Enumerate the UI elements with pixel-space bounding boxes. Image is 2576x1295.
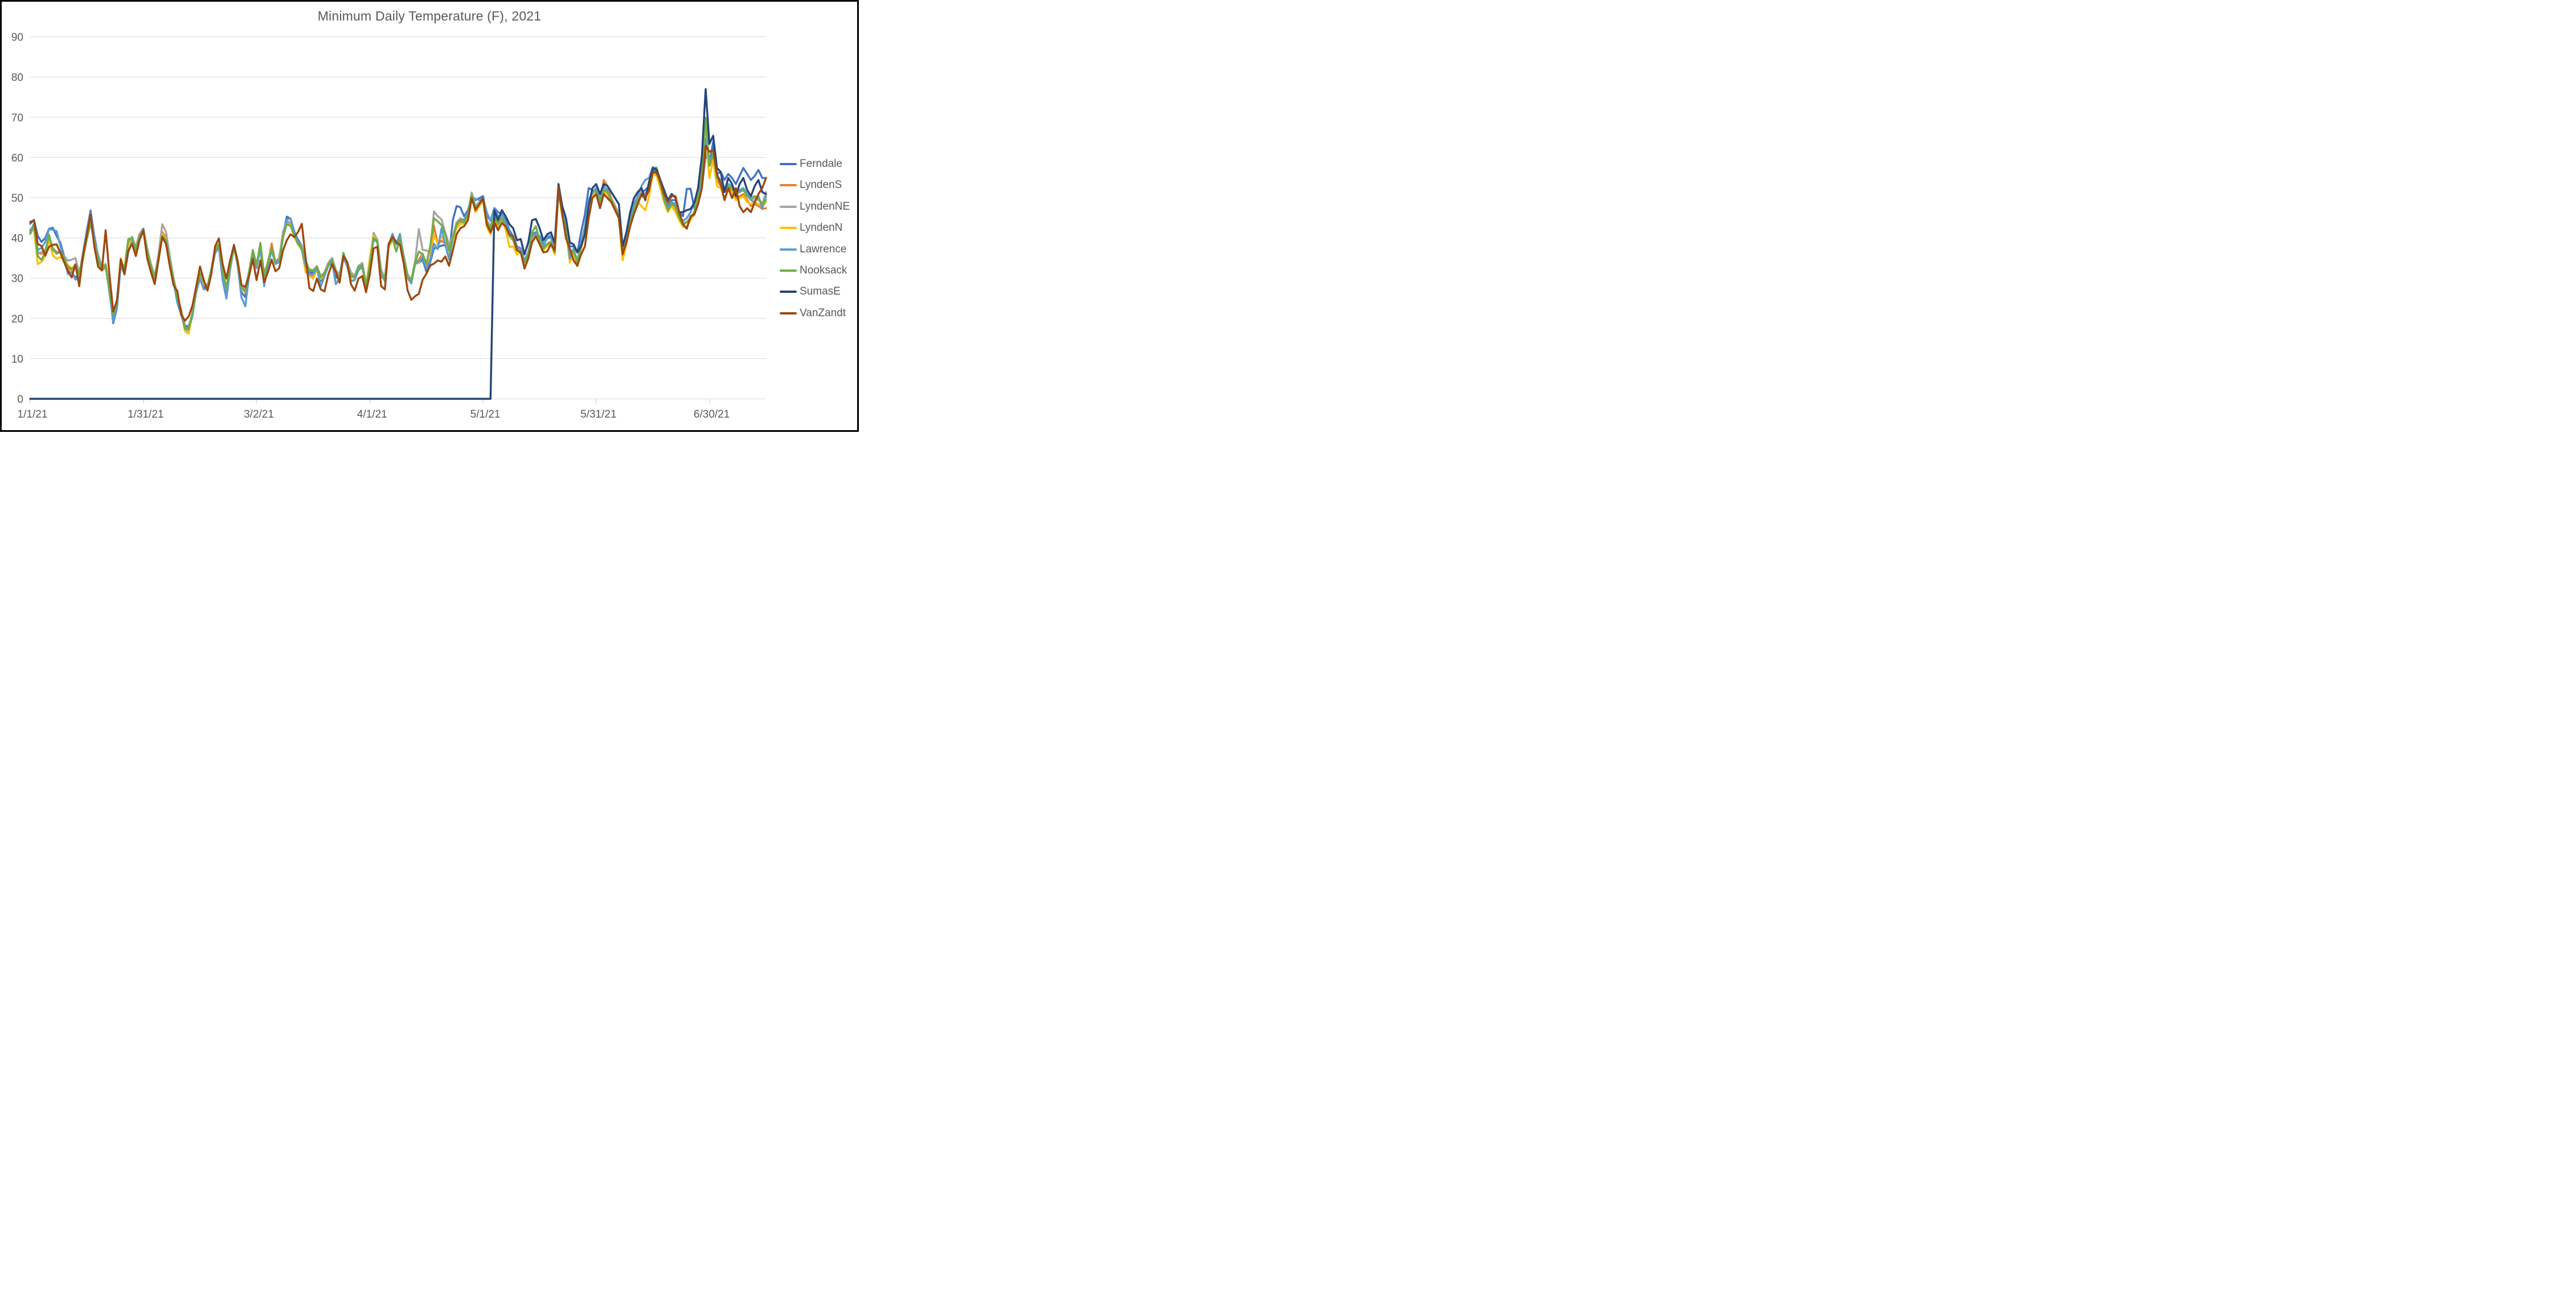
series-line-Nooksack — [29, 116, 767, 331]
y-axis-label-70: 70 — [11, 112, 23, 124]
legend-label-Lawrence: Lawrence — [800, 243, 847, 255]
legend-swatch-SumasE — [780, 291, 797, 293]
legend-label-Ferndale: Ferndale — [800, 158, 842, 170]
x-axis-label-3/2/21: 3/2/21 — [244, 408, 274, 420]
legend-label-SumasE: SumasE — [800, 285, 841, 298]
legend-item-Ferndale[interactable]: Ferndale — [780, 158, 842, 170]
y-axis-label-20: 20 — [11, 313, 23, 325]
y-axis-label-30: 30 — [11, 273, 23, 285]
x-axis-label-5/1/21: 5/1/21 — [470, 408, 501, 420]
legend-swatch-LyndenN — [780, 227, 797, 230]
y-axis-label-0: 0 — [17, 394, 23, 406]
legend-item-LyndenNE[interactable]: LyndenNE — [780, 201, 850, 213]
legend-swatch-VanZandt — [780, 312, 797, 314]
y-axis-label-80: 80 — [11, 72, 23, 84]
legend-swatch-LyndenS — [780, 184, 797, 187]
legend-swatch-Lawrence — [780, 248, 797, 251]
y-axis-label-90: 90 — [11, 32, 23, 44]
legend-item-SumasE[interactable]: SumasE — [780, 285, 841, 298]
y-axis-label-50: 50 — [11, 193, 23, 205]
y-axis-label-60: 60 — [11, 152, 23, 164]
series-line-VanZandt — [29, 145, 767, 322]
legend-item-LyndenS[interactable]: LyndenS — [780, 179, 842, 191]
legend-item-VanZandt[interactable]: VanZandt — [780, 307, 846, 320]
chart-title: Minimum Daily Temperature (F), 2021 — [317, 9, 542, 23]
x-axis-label-1/31/21: 1/31/21 — [128, 408, 163, 420]
legend-item-LyndenN[interactable]: LyndenN — [780, 222, 842, 234]
legend-label-LyndenNE: LyndenNE — [800, 200, 850, 213]
chart-frame: Minimum Daily Temperature (F), 2021 0 10 2… — [0, 0, 859, 432]
legend-swatch-Ferndale — [780, 163, 797, 165]
legend-swatch-Nooksack — [780, 269, 797, 272]
x-axis-label-4/1/21: 4/1/21 — [357, 408, 387, 420]
legend-swatch-LyndenNE — [780, 205, 797, 208]
series-line-LyndenNE — [29, 122, 767, 334]
x-axis-label-5/31/21: 5/31/21 — [580, 408, 616, 420]
x-axis-label-6/30/21: 6/30/21 — [694, 408, 730, 420]
legend-label-LyndenN: LyndenN — [800, 222, 843, 234]
legend-item-Lawrence[interactable]: Lawrence — [780, 243, 846, 256]
legend-label-VanZandt: VanZandt — [800, 307, 846, 319]
series-line-SumasE — [29, 88, 767, 400]
chart-canvas: 0 10 20 30 40 50 60 70 80 90 1/1/21 1/31/21 3/2/21 4/… — [11, 32, 767, 420]
y-axis-label-40: 40 — [11, 233, 23, 245]
legend-label-LyndenS: LyndenS — [800, 179, 842, 191]
legend-item-Nooksack[interactable]: Nooksack — [780, 264, 847, 277]
y-axis-label-10: 10 — [11, 353, 23, 365]
x-axis-label-1/1/21: 1/1/21 — [18, 408, 48, 420]
legend: Ferndale LyndenS LyndenNE LyndenN Lawrence No… — [2, 2, 857, 430]
legend-label-Nooksack: Nooksack — [800, 264, 847, 276]
